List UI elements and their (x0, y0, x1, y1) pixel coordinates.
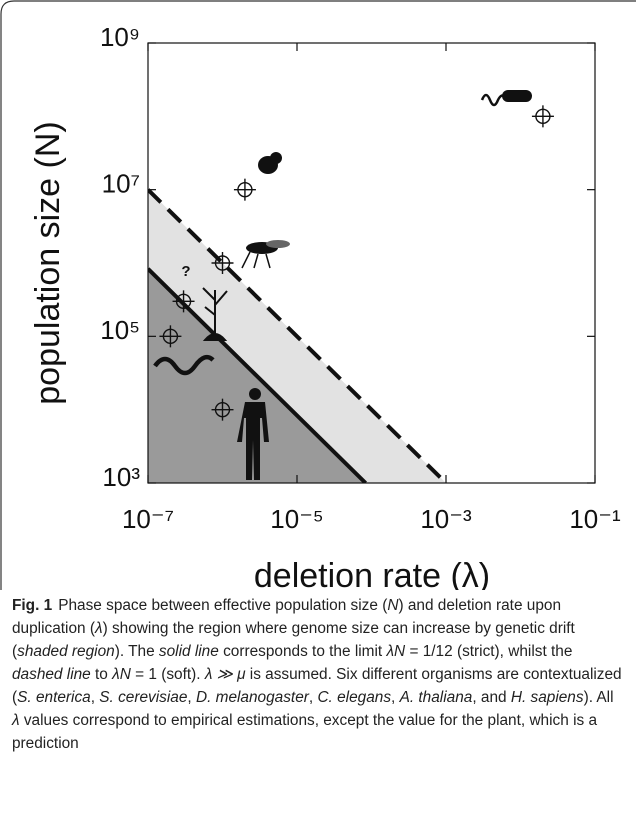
x-tick-label: 10⁻⁵ (270, 504, 323, 534)
solid-line (148, 267, 368, 483)
caption-text: A. thaliana (399, 689, 473, 706)
caption-text: = 1/12 (strict), whilst the (405, 643, 573, 660)
y-tick-label: 10⁵ (100, 315, 140, 345)
worm-icon (153, 354, 215, 376)
caption-text: S. enterica (17, 689, 91, 706)
organism-icons (153, 90, 532, 480)
caption-text: ) showing the region where genome size c… (12, 620, 575, 660)
caption-text: , (308, 689, 318, 706)
annotation: ? (181, 263, 190, 280)
caption-text: values correspond to empirical estimatio… (12, 712, 598, 752)
caption-text: H. sapiens (510, 689, 584, 706)
caption-text: dashed line (12, 666, 91, 683)
caption-text: , (391, 689, 400, 706)
y-tick-label: 10⁹ (100, 22, 140, 52)
y-tick-label: 10⁷ (102, 169, 140, 199)
caption-text: , (90, 689, 100, 706)
human-head (249, 388, 261, 400)
data-point (211, 252, 234, 274)
x-tick-label: 10⁻³ (420, 504, 472, 534)
bacterium-flagellum (480, 93, 505, 107)
human-icon (237, 402, 269, 480)
dashed-line (148, 188, 448, 483)
caption-text: corresponds to the limit (218, 643, 387, 660)
caption: Fig. 1 Phase space between effective popu… (12, 594, 624, 755)
caption-text: λ ≫ μ (204, 666, 246, 683)
caption-text: λ (95, 620, 103, 637)
caption-text: λN (386, 643, 406, 660)
data-point (531, 105, 554, 128)
caption-text: = 1 (soft). (130, 666, 205, 683)
y-tick-label: 10³ (102, 462, 140, 492)
caption-text: solid line (158, 643, 219, 660)
fly-wing (266, 240, 290, 248)
caption-text: ). All (583, 689, 614, 706)
data-point (159, 325, 182, 348)
caption-text: S. cerevisiae (99, 689, 188, 706)
plant-icon (202, 287, 228, 341)
caption-text: is assumed. Six different organisms are … (12, 666, 622, 706)
plot-frame (147, 42, 596, 484)
x-tick-label: 10⁻¹ (569, 504, 621, 534)
data-point (211, 398, 234, 421)
caption-text: , (187, 689, 196, 706)
data-point (233, 178, 256, 201)
caption-label: Fig. 1 (12, 597, 53, 614)
y-axis-label: population size (N) (29, 121, 67, 404)
caption-text: shaded region (17, 643, 115, 660)
caption-text: Phase space between effective population… (58, 597, 388, 614)
caption-text: ) and deletion rate upon duplication ( (12, 597, 562, 637)
caption-text: , and (472, 689, 511, 706)
caption-text: D. melanogaster (195, 689, 309, 706)
caption-text: λN (112, 666, 131, 683)
chart: ? deletion rate (λ) population size (N) … (0, 0, 636, 590)
x-tick-label: 10⁻⁷ (122, 504, 174, 534)
caption-text: N (387, 597, 399, 614)
figure-frame (0, 0, 636, 590)
caption-text: to (90, 666, 113, 683)
fly-legs (241, 251, 271, 269)
data-point (172, 290, 195, 313)
caption-text: C. elegans (317, 689, 392, 706)
x-axis-label: deletion rate (λ) (254, 557, 490, 590)
caption-text: ). The (114, 643, 159, 660)
caption-text: λ (12, 712, 20, 729)
bacterium-icon (502, 90, 532, 102)
yeast-bud (270, 152, 282, 164)
